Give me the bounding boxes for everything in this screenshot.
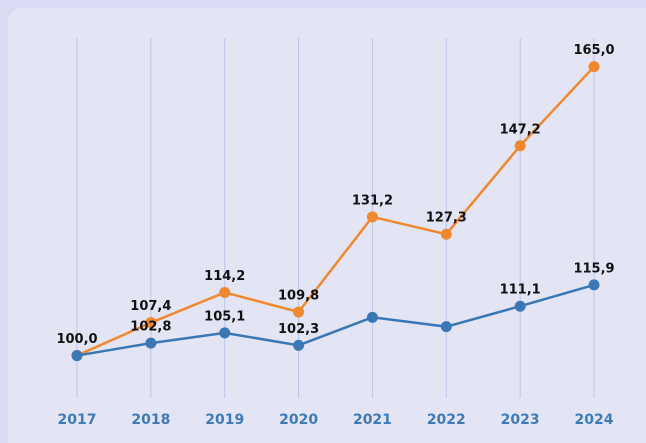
value-label: 102,8 <box>130 320 171 335</box>
value-label: 111,1 <box>500 283 541 298</box>
point <box>514 140 526 152</box>
point <box>145 337 157 349</box>
value-label: 102,3 <box>278 322 319 337</box>
value-label: 115,9 <box>573 261 614 276</box>
value-label: 131,2 <box>352 193 393 208</box>
point <box>71 350 83 362</box>
point <box>219 327 231 339</box>
value-label: 114,2 <box>204 269 245 284</box>
point <box>366 311 378 323</box>
point <box>219 286 231 298</box>
point <box>588 279 600 291</box>
x-tick-label: 2021 <box>353 412 392 428</box>
x-tick-label: 2024 <box>575 412 614 428</box>
value-label: 147,2 <box>500 122 541 137</box>
value-label: 105,1 <box>204 309 245 324</box>
card <box>8 8 646 443</box>
x-tick-label: 2020 <box>279 412 318 428</box>
value-label: 127,3 <box>426 211 467 226</box>
point <box>440 228 452 240</box>
point <box>440 321 452 333</box>
value-label: 100,0 <box>56 332 97 347</box>
series-line <box>76 283 595 357</box>
value-label: 165,0 <box>573 43 614 58</box>
value-label: 107,4 <box>130 299 171 314</box>
point <box>293 339 305 351</box>
x-tick-label: 2023 <box>501 412 540 428</box>
point <box>514 300 526 312</box>
x-tick-label: 2022 <box>427 412 466 428</box>
x-tick-label: 2018 <box>131 412 170 428</box>
point <box>293 306 305 318</box>
x-tick-label: 2017 <box>58 412 97 428</box>
point <box>145 317 157 329</box>
value-label: 109,8 <box>278 289 319 304</box>
x-tick-label: 2019 <box>205 412 244 428</box>
point <box>588 61 600 73</box>
point <box>366 211 378 223</box>
series-line <box>76 65 595 357</box>
